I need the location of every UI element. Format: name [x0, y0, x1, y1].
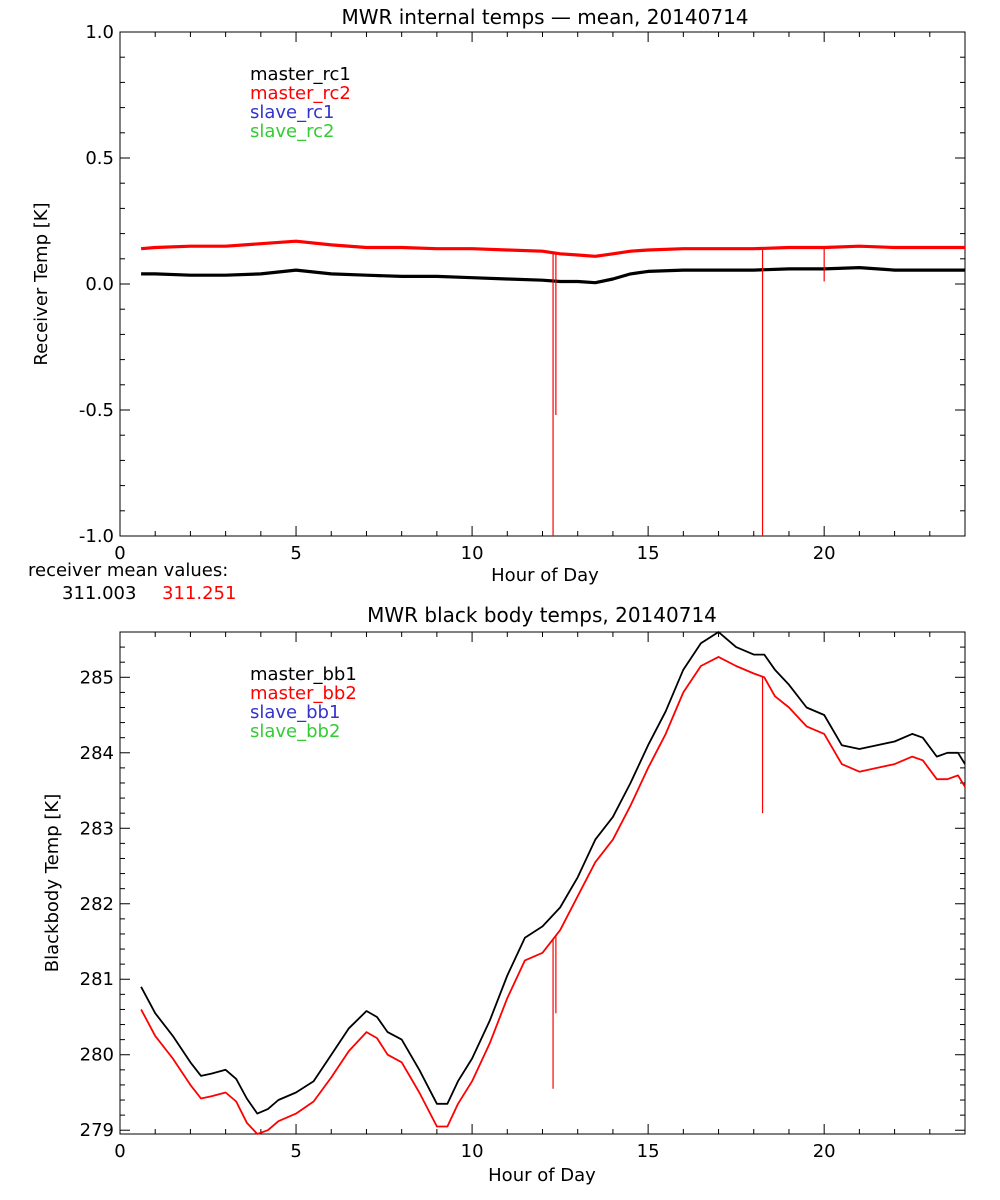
legend-master-rc2: master_rc2 [250, 83, 351, 104]
receiver-temp-chart: MWR internal temps — mean, 20140714 0 5 10… [28, 5, 966, 604]
y-tick-label: -0.5 [79, 400, 114, 421]
y-tick-label: 281 [80, 969, 114, 990]
legend-master-bb2: master_bb2 [250, 683, 357, 704]
receiver-y-axis: -1.0 -0.5 0.0 0.5 1.0 [79, 22, 965, 547]
y-tick-label: 0.5 [85, 148, 114, 169]
x-tick-label: 0 [114, 1141, 125, 1162]
series-line-master_rc1 [141, 266, 965, 285]
legend-slave-bb2: slave_bb2 [250, 721, 340, 742]
receiver-y-axis-label: Receiver Temp [K] [31, 202, 52, 365]
blackbody-y-axis-label: Blackbody Temp [K] [42, 794, 63, 972]
x-tick-label: 10 [461, 1141, 484, 1162]
blackbody-chart-title: MWR black body temps, 20140714 [367, 603, 717, 627]
x-tick-label: 15 [637, 1141, 660, 1162]
y-tick-label: 1.0 [85, 22, 114, 43]
receiver-x-axis-label: Hour of Day [491, 565, 599, 586]
blackbody-series-group [140, 631, 966, 1135]
receiver-mean-value-2: 311.251 [162, 583, 236, 604]
y-tick-label: 282 [80, 894, 114, 915]
x-tick-label: 5 [290, 543, 301, 564]
legend-slave-rc1: slave_rc1 [250, 102, 335, 123]
legend-master-bb1: master_bb1 [250, 664, 357, 685]
y-tick-label: 283 [80, 818, 114, 839]
legend-slave-bb1: slave_bb1 [250, 702, 340, 723]
receiver-mean-label: receiver mean values: [28, 560, 228, 581]
x-tick-label: 20 [813, 543, 836, 564]
y-tick-label: 280 [80, 1045, 114, 1066]
series-line-master_rc2 [140, 239, 965, 258]
blackbody-x-axis-label: Hour of Day [488, 1165, 596, 1186]
receiver-chart-title: MWR internal temps — mean, 20140714 [341, 5, 748, 29]
receiver-series-group [140, 239, 965, 536]
y-tick-label: 0.0 [85, 274, 114, 295]
legend-master-rc1: master_rc1 [250, 64, 351, 85]
series-line-master_bb1 [140, 631, 966, 1115]
y-tick-label: 284 [80, 743, 114, 764]
blackbody-y-axis: 279 280 281 282 283 284 285 [80, 631, 965, 1141]
y-tick-label: 279 [80, 1120, 114, 1141]
x-tick-label: 0 [114, 543, 125, 564]
receiver-legend: master_rc1 master_rc2 slave_rc1 slave_rc… [250, 64, 351, 142]
blackbody-x-axis: 0 5 10 15 20 [114, 632, 966, 1162]
blackbody-legend: master_bb1 master_bb2 slave_bb1 slave_bb… [250, 664, 357, 742]
series-line-master_bb2 [140, 656, 966, 1135]
x-tick-label: 10 [461, 543, 484, 564]
legend-slave-rc2: slave_rc2 [250, 121, 335, 142]
y-tick-label: -1.0 [79, 526, 114, 547]
receiver-x-axis: 0 5 10 15 20 [114, 32, 966, 564]
y-tick-label: 285 [80, 667, 114, 688]
blackbody-temp-chart: MWR black body temps, 20140714 0 5 10 15 20 … [42, 603, 966, 1186]
receiver-mean-value-1: 311.003 [62, 583, 136, 604]
x-tick-label: 20 [813, 1141, 836, 1162]
x-tick-label: 5 [290, 1141, 301, 1162]
x-tick-label: 15 [637, 543, 660, 564]
